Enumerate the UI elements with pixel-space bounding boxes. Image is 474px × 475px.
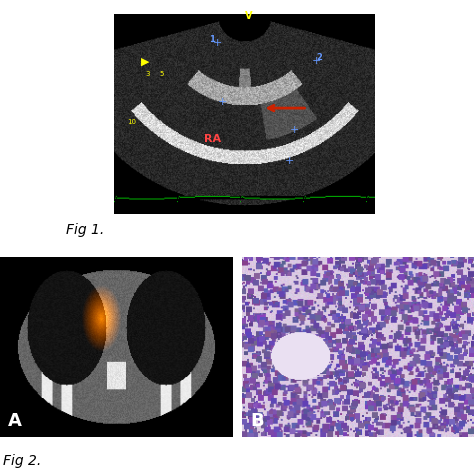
Text: Fig 2.: Fig 2. [3, 454, 41, 468]
Text: +: + [213, 38, 222, 48]
Text: +: + [285, 156, 294, 166]
Text: +: + [312, 56, 321, 66]
Text: +: + [218, 97, 227, 107]
Text: 1: 1 [209, 35, 214, 44]
Text: A: A [9, 412, 22, 430]
Text: V: V [246, 11, 253, 21]
Text: Fig 1.: Fig 1. [66, 223, 105, 238]
Text: 3: 3 [146, 71, 150, 77]
Text: 10: 10 [128, 119, 137, 124]
Text: ▶: ▶ [141, 57, 150, 66]
Text: B: B [250, 412, 264, 430]
Text: RA: RA [204, 133, 221, 143]
Text: +: + [290, 124, 299, 134]
Text: 2: 2 [317, 53, 322, 62]
Text: 5: 5 [159, 71, 164, 77]
